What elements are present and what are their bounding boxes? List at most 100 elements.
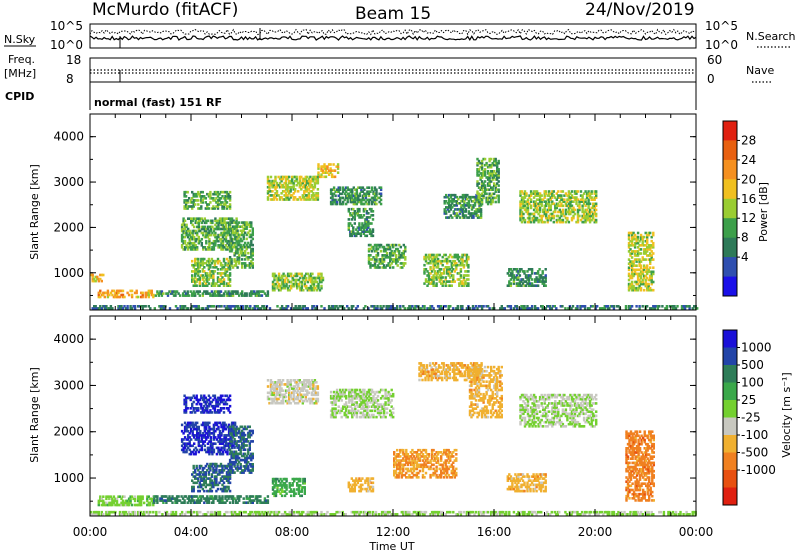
power-cell [185, 233, 188, 237]
power-cell [461, 263, 464, 267]
power-cell [195, 284, 198, 287]
power-cell [361, 222, 364, 225]
velocity-cell [183, 394, 186, 398]
power-cell [448, 206, 451, 209]
power-cell [576, 208, 580, 212]
velocity-cell [200, 499, 203, 502]
velocity-cell [227, 485, 230, 489]
power-cell [194, 292, 197, 295]
velocity-cell [200, 448, 203, 452]
power-cell [629, 264, 632, 267]
power-cell [225, 205, 229, 208]
power-cell [227, 261, 230, 265]
power-cell [192, 192, 195, 196]
power-cell [182, 248, 185, 251]
power-cell [643, 264, 646, 267]
velocity-cell [188, 423, 191, 427]
power-cell [395, 254, 398, 257]
power-cell [633, 250, 637, 253]
power-cell [469, 197, 472, 201]
power-cell [233, 233, 236, 237]
velocity-cell [209, 411, 212, 414]
power-cell [259, 307, 263, 310]
power-cell [529, 190, 533, 193]
power-cell [184, 195, 188, 198]
velocity-cell [224, 464, 227, 468]
power-cell [369, 264, 372, 267]
velocity-cell [190, 452, 193, 456]
velocity-cell [204, 407, 207, 410]
power-cell [129, 305, 132, 308]
power-cell [532, 214, 536, 218]
velocity-cell [172, 497, 176, 500]
power-cell [228, 247, 232, 251]
power-cell [444, 305, 447, 308]
velocity-cell [225, 466, 229, 470]
power-cell [649, 258, 652, 261]
power-cell [581, 200, 584, 203]
power-cell [242, 251, 245, 255]
power-cell [191, 241, 194, 245]
power-cell [201, 190, 204, 194]
velocity-cell [228, 501, 232, 504]
power-cell [496, 163, 499, 167]
velocity-cell [236, 469, 239, 472]
power-cell [191, 305, 194, 308]
power-cell [174, 290, 177, 293]
power-cell [647, 270, 650, 274]
power-cell [183, 225, 187, 229]
velocity-cell [206, 434, 210, 437]
power-cell [486, 170, 490, 173]
power-cell [593, 202, 596, 206]
power-cell [584, 216, 587, 220]
power-cell [320, 276, 323, 280]
power-cell [230, 227, 233, 230]
velocity-cell [219, 462, 223, 466]
power-cell [532, 220, 536, 224]
velocity-cell [194, 421, 197, 425]
power-cell [541, 282, 544, 285]
power-cell [228, 294, 232, 297]
power-cell [292, 196, 295, 199]
power-cell [258, 307, 261, 310]
velocity-cell [191, 499, 194, 502]
power-cell [97, 307, 100, 310]
power-cell [234, 264, 238, 267]
power-cell [120, 305, 123, 308]
velocity-cell [209, 481, 212, 485]
power-cell [309, 286, 313, 290]
power-cell [535, 272, 538, 275]
power-cell [552, 202, 555, 206]
power-cell [572, 214, 575, 218]
power-cell [515, 268, 519, 271]
power-cell [227, 290, 230, 293]
power-cell [247, 251, 250, 255]
power-cell [277, 284, 281, 288]
velocity-cell [224, 400, 227, 404]
power-cell [449, 280, 452, 283]
power-cell [559, 305, 562, 308]
power-cell [546, 218, 549, 222]
power-cell [358, 192, 362, 196]
power-cell [200, 244, 203, 247]
power-cell [233, 254, 236, 257]
power-cell [207, 292, 211, 295]
power-cell [147, 291, 150, 295]
power-cell [587, 216, 590, 220]
power-cell [209, 259, 212, 263]
power-cell [228, 278, 232, 281]
power-cell [180, 233, 184, 237]
power-cell [309, 183, 312, 187]
velocity-cell [212, 432, 216, 435]
power-cell [192, 263, 195, 267]
power-cell [353, 222, 356, 225]
power-cell [379, 188, 383, 191]
power-cell [304, 183, 307, 187]
power-cell [257, 294, 261, 297]
power-cell [379, 186, 383, 189]
power-cell [486, 202, 490, 206]
power-cell [526, 276, 529, 279]
power-cell [572, 200, 575, 203]
power-cell [202, 231, 205, 235]
